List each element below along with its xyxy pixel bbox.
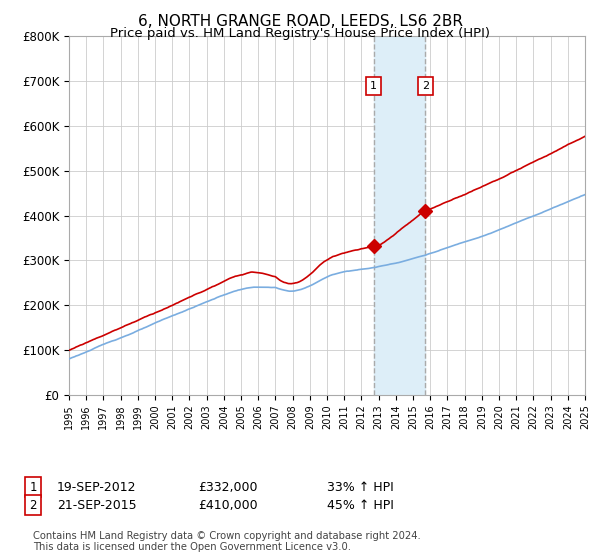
- Text: 19-SEP-2012: 19-SEP-2012: [57, 480, 137, 494]
- Text: 21-SEP-2015: 21-SEP-2015: [57, 498, 137, 512]
- Text: 1: 1: [370, 81, 377, 91]
- Text: Contains HM Land Registry data © Crown copyright and database right 2024.
This d: Contains HM Land Registry data © Crown c…: [33, 530, 421, 552]
- Text: Price paid vs. HM Land Registry's House Price Index (HPI): Price paid vs. HM Land Registry's House …: [110, 27, 490, 40]
- Text: 2: 2: [422, 81, 429, 91]
- Text: 45% ↑ HPI: 45% ↑ HPI: [327, 498, 394, 512]
- Text: £410,000: £410,000: [198, 498, 257, 512]
- Text: 2: 2: [29, 498, 37, 512]
- Text: 1: 1: [29, 480, 37, 494]
- Text: £332,000: £332,000: [198, 480, 257, 494]
- Text: 33% ↑ HPI: 33% ↑ HPI: [327, 480, 394, 494]
- Bar: [374, 36, 425, 395]
- Text: 6, NORTH GRANGE ROAD, LEEDS, LS6 2BR: 6, NORTH GRANGE ROAD, LEEDS, LS6 2BR: [137, 14, 463, 29]
